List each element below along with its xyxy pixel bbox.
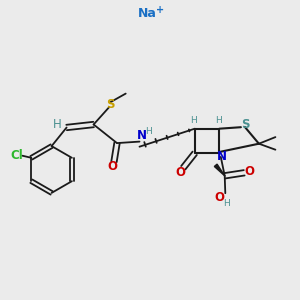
Text: O: O — [244, 165, 254, 178]
Text: N: N — [137, 128, 147, 142]
Polygon shape — [214, 164, 225, 176]
Text: O: O — [107, 160, 117, 173]
Text: S: S — [106, 98, 115, 111]
Text: H: H — [52, 118, 62, 131]
Text: O: O — [214, 191, 224, 204]
Text: H: H — [215, 116, 222, 125]
Text: H: H — [145, 127, 152, 136]
Text: +: + — [156, 4, 165, 15]
Text: O: O — [175, 166, 185, 179]
Text: Cl: Cl — [11, 148, 23, 162]
Text: H: H — [223, 200, 230, 208]
Text: N: N — [217, 150, 227, 163]
Text: H: H — [190, 116, 196, 125]
Text: S: S — [242, 118, 250, 131]
Text: Na: Na — [138, 7, 156, 20]
